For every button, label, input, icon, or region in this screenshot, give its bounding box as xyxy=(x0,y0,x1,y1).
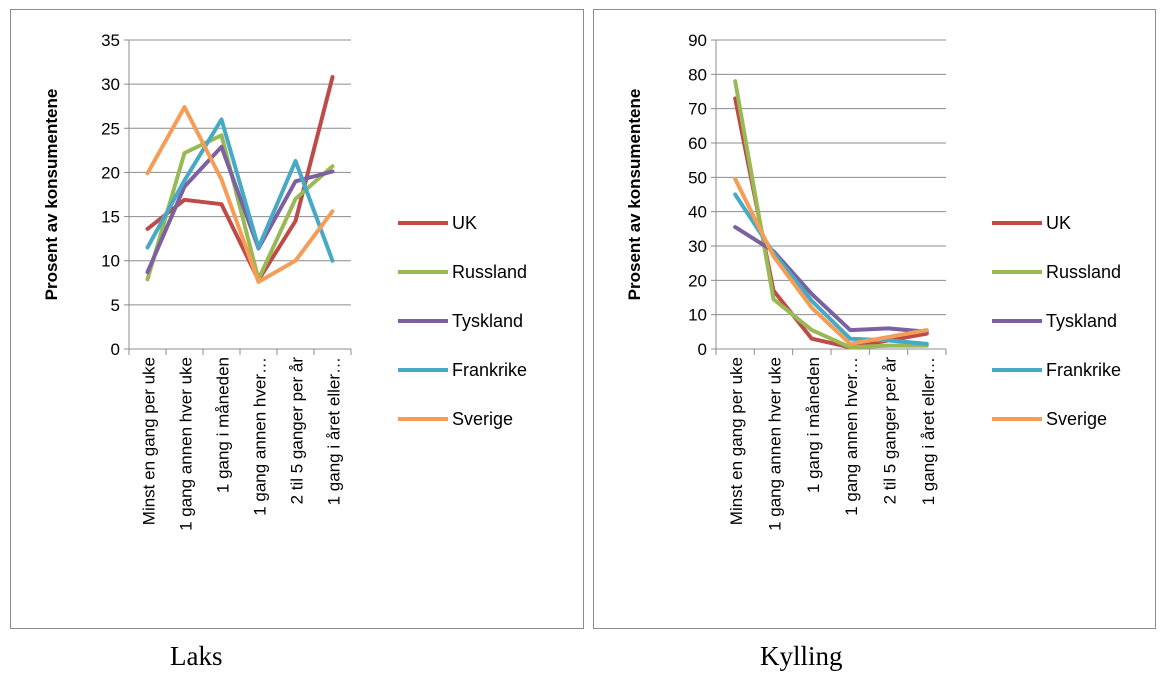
x-tick-label: 1 gang annen hver… xyxy=(842,357,861,516)
series-line-sverige xyxy=(733,177,929,346)
legend-label: UK xyxy=(452,213,477,233)
caption-kylling: Kylling xyxy=(760,641,843,671)
y-tick-label: 35 xyxy=(101,31,120,50)
y-axis-label: Prosent av konsumentene xyxy=(42,89,61,301)
y-tick-label: 30 xyxy=(688,237,707,256)
y-tick-label: 20 xyxy=(688,271,707,290)
legend-label: UK xyxy=(1046,213,1071,233)
legend-label: Russland xyxy=(452,262,527,282)
x-tick-label: 1 gang annen hver… xyxy=(251,357,270,516)
x-tick-label: 1 gang i året eller… xyxy=(325,357,344,505)
legend-label: Frankrike xyxy=(1046,360,1121,380)
y-tick-label: 5 xyxy=(111,296,120,315)
y-tick-label: 30 xyxy=(101,75,120,94)
legend-label: Frankrike xyxy=(452,360,527,380)
x-tick-label: Minst en gang per uke xyxy=(727,357,746,525)
x-tick-label: 1 gang annen hver uke xyxy=(766,357,785,531)
y-tick-label: 50 xyxy=(688,168,707,187)
x-tick-label: 2 til 5 ganger per år xyxy=(881,357,900,505)
y-tick-label: 70 xyxy=(688,100,707,119)
y-tick-label: 40 xyxy=(688,203,707,222)
line-chart-laks: 0 5 10 15 20 25 30 35 Minst en gang per uke 1 gan… xyxy=(42,31,527,531)
y-axis-label: Prosent av konsumentene xyxy=(625,89,644,301)
y-tick-label: 0 xyxy=(111,340,120,359)
y-tick-label: 15 xyxy=(101,208,120,227)
legend-label: Sverige xyxy=(452,409,513,429)
series-line-russland xyxy=(145,133,335,282)
line-chart-kylling: 0 10 20 30 40 50 60 70 80 90 Minst en gang per uke… xyxy=(625,31,1121,531)
x-tick-label: Minst en gang per uke xyxy=(140,357,159,525)
series-line-frankrike xyxy=(733,192,929,346)
legend-label: Russland xyxy=(1046,262,1121,282)
legend-label: Sverige xyxy=(1046,409,1107,429)
y-tick-label: 10 xyxy=(101,252,120,271)
series-line-frankrike xyxy=(145,117,335,263)
y-tick-label: 80 xyxy=(688,65,707,84)
x-tick-label: 2 til 5 ganger per år xyxy=(288,357,307,505)
y-tick-label: 0 xyxy=(698,340,707,359)
y-tick-label: 60 xyxy=(688,134,707,153)
y-tick-label: 10 xyxy=(688,306,707,325)
chart-panel-kylling: 0 10 20 30 40 50 60 70 80 90 Minst en gang per uke… xyxy=(593,9,1156,629)
legend-label: Tyskland xyxy=(1046,311,1117,331)
x-tick-label: 1 gang i måneden xyxy=(804,357,823,493)
chart-panel-laks: 0 5 10 15 20 25 30 35 Minst en gang per uke 1 gan… xyxy=(10,9,584,629)
y-tick-label: 20 xyxy=(101,163,120,182)
series-line-sverige xyxy=(145,105,335,284)
series-line-russland xyxy=(733,79,929,350)
legend-label: Tyskland xyxy=(452,311,523,331)
y-tick-label: 90 xyxy=(688,31,707,50)
x-tick-label: 1 gang i måneden xyxy=(214,357,233,493)
y-tick-label: 25 xyxy=(101,119,120,138)
x-tick-label: 1 gang i året eller… xyxy=(919,357,938,505)
x-tick-label: 1 gang annen hver uke xyxy=(177,357,196,531)
caption-laks: Laks xyxy=(170,641,223,671)
